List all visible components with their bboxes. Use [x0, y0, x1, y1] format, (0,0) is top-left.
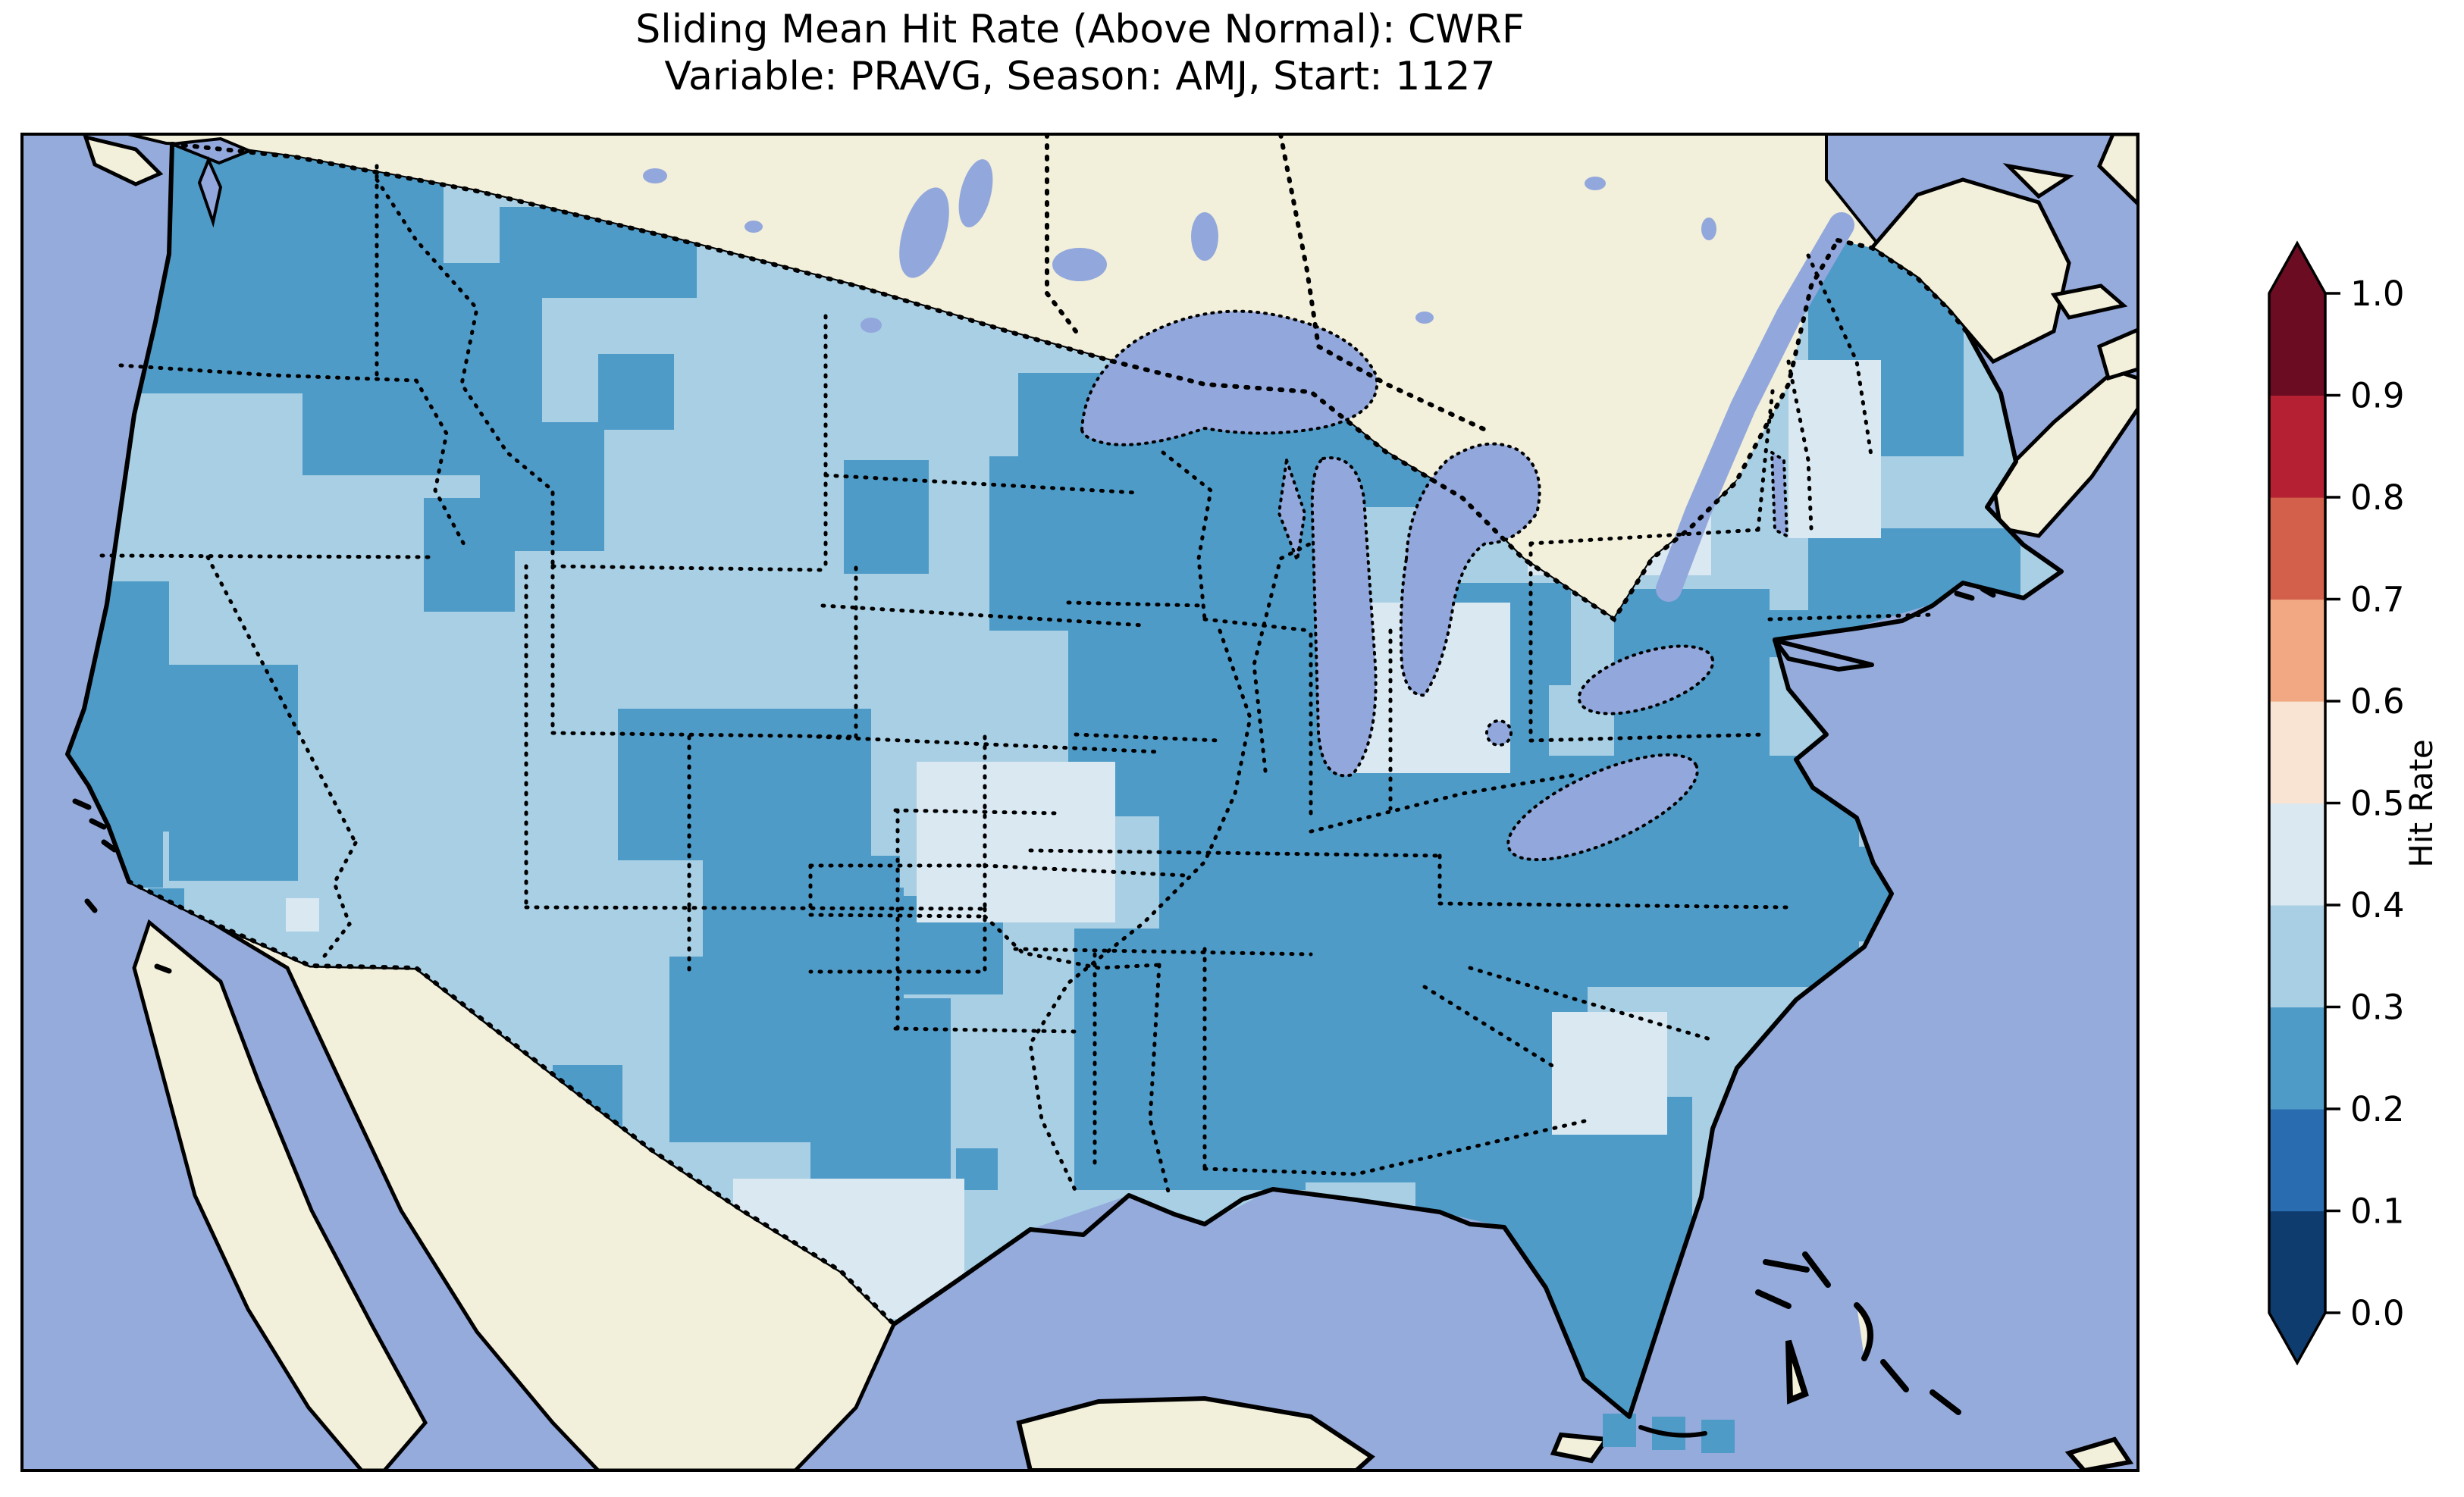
great-lakes: [1080, 309, 1789, 862]
map-frame: [20, 133, 2140, 1472]
florida-keys-arc: [1638, 1425, 1707, 1438]
lake-champlain: [1770, 449, 1789, 539]
puget-inlet: [197, 155, 223, 228]
colorbar-tick-label-0.6: 0.6: [2350, 681, 2405, 722]
colorbar-extend-over-arrow: [2269, 243, 2325, 293]
colorbar: 1.0 0.9 0.8 0.7 0.6 0.5 0.4 0.3 0.2 0.1 0.0 Hit Ra…: [2268, 240, 2440, 1366]
figure-title: Sliding Mean Hit Rate (Above Normal): CW…: [22, 6, 2138, 100]
hit-rate-cell-0.2-0.3: [169, 665, 298, 881]
cuba-landmass: [1016, 1395, 1375, 1470]
nova-scotia-landmass: [1991, 368, 2138, 538]
baja-california-peninsula: [132, 919, 428, 1470]
hit-rate-cell-0.4-0.5: [917, 762, 1115, 922]
hit-rate-cell-0.2-0.3: [618, 709, 871, 860]
ontario-quebec-border: [1278, 134, 1487, 432]
colorbar-segments: [2269, 293, 2325, 1314]
colorbar-bin-0.3-0.4: [2269, 905, 2325, 1008]
state-borders: [99, 164, 1935, 1194]
hit-rate-cell-0.2-0.3: [424, 498, 515, 612]
colorbar-bin-0.7-0.8: [2269, 497, 2325, 600]
bahamas-islands: [1755, 1251, 1961, 1415]
lake-erie: [1506, 753, 1699, 862]
channel-islands: [72, 586, 1996, 974]
colorbar-tick-label-0.7: 0.7: [2350, 580, 2405, 620]
lake-superior: [1080, 309, 1379, 446]
cape-breton-island: [2096, 327, 2138, 381]
colorbar-ticks: 1.0 0.9 0.8 0.7 0.6 0.5 0.4 0.3 0.2 0.1 0.0: [2325, 274, 2405, 1333]
hit-rate-cell-0.2-0.3: [1074, 929, 1306, 1190]
puget-sound: [171, 136, 254, 165]
hit-rate-cell-0.4-0.5: [1552, 1012, 1667, 1135]
colorbar-bin-0.5-0.6: [2269, 701, 2325, 804]
title-line-1: Sliding Mean Hit Rate (Above Normal): CW…: [635, 7, 1525, 52]
green-bay: [1277, 459, 1307, 566]
colorbar-bin-0.2-0.3: [2269, 1007, 2325, 1110]
pacific-coastline: [65, 142, 174, 884]
hit-rate-cell-keys: [1603, 1414, 1636, 1447]
colorbar-tick-label-0.5: 0.5: [2350, 784, 2405, 824]
colorbar-tick-label-1.0: 1.0: [2350, 274, 2405, 314]
colorbar-bin-0.9-1.0: [2269, 293, 2325, 396]
newfoundland-corner: [2097, 134, 2138, 207]
map-panel: [22, 134, 2138, 1470]
colorbar-tick-label-0.9: 0.9: [2350, 376, 2405, 416]
colorbar-bin-0.8-0.9: [2269, 395, 2325, 498]
hit-rate-cell-0.4-0.5: [1788, 360, 1881, 538]
us-mexico-border: [127, 879, 896, 1326]
colorbar-tick-label-0.3: 0.3: [2350, 988, 2405, 1028]
colorbar-extend-under-arrow: [2269, 1313, 2325, 1363]
us-canada-border: [170, 142, 1840, 623]
colorbar-bin-0.0-0.1: [2269, 1210, 2325, 1314]
vancouver-island: [83, 134, 164, 186]
hit-rate-cell-0.2-0.3: [1764, 847, 1889, 941]
hit-rate-cell-0.2-0.3: [598, 354, 674, 430]
manitoba-ontario-border: [1045, 134, 1078, 334]
colorbar-tick-label-0.0: 0.0: [2350, 1293, 2405, 1333]
colorbar-axis-label: Hit Rate: [2403, 739, 2440, 867]
prince-edward-island: [2050, 283, 2128, 320]
lake-st-clair: [1485, 719, 1513, 747]
colorbar-bin-0.6-0.7: [2269, 599, 2325, 702]
hit-rate-cell-0.2-0.3: [810, 998, 951, 1192]
colorbar-bin-0.4-0.5: [2269, 803, 2325, 906]
island-small-east: [1550, 1432, 1611, 1464]
hit-rate-cell-0.2-0.3: [989, 456, 1079, 631]
hit-rate-cell-0.2-0.3: [359, 174, 444, 384]
title-line-2: Variable: PRAVG, Season: AMJ, Start: 112…: [664, 54, 1496, 99]
hit-rate-cell-keys: [1701, 1420, 1735, 1453]
island-bottom-right: [2064, 1436, 2134, 1470]
colorbar-tick-label-0.4: 0.4: [2350, 885, 2405, 925]
colorbar-tick-label-0.1: 0.1: [2350, 1192, 2405, 1232]
lake-michigan: [1310, 456, 1378, 778]
lake-huron: [1399, 442, 1541, 697]
colorbar-tick-label-0.8: 0.8: [2350, 478, 2405, 518]
anticosti-island: [2002, 163, 2074, 199]
colorbar-bin-0.1-0.2: [2269, 1109, 2325, 1212]
hit-rate-cell-0.4-0.5: [286, 898, 319, 932]
canadian-lakes: [643, 159, 1716, 333]
long-island-outline: [1773, 638, 1874, 672]
lake-ontario: [1577, 644, 1715, 716]
st-lawrence-river: [1656, 212, 1854, 602]
colorbar-tick-label-0.2: 0.2: [2350, 1089, 2405, 1129]
international-and-province-borders: [127, 134, 1970, 1326]
us-newbrunswick-border: [1835, 238, 1970, 335]
